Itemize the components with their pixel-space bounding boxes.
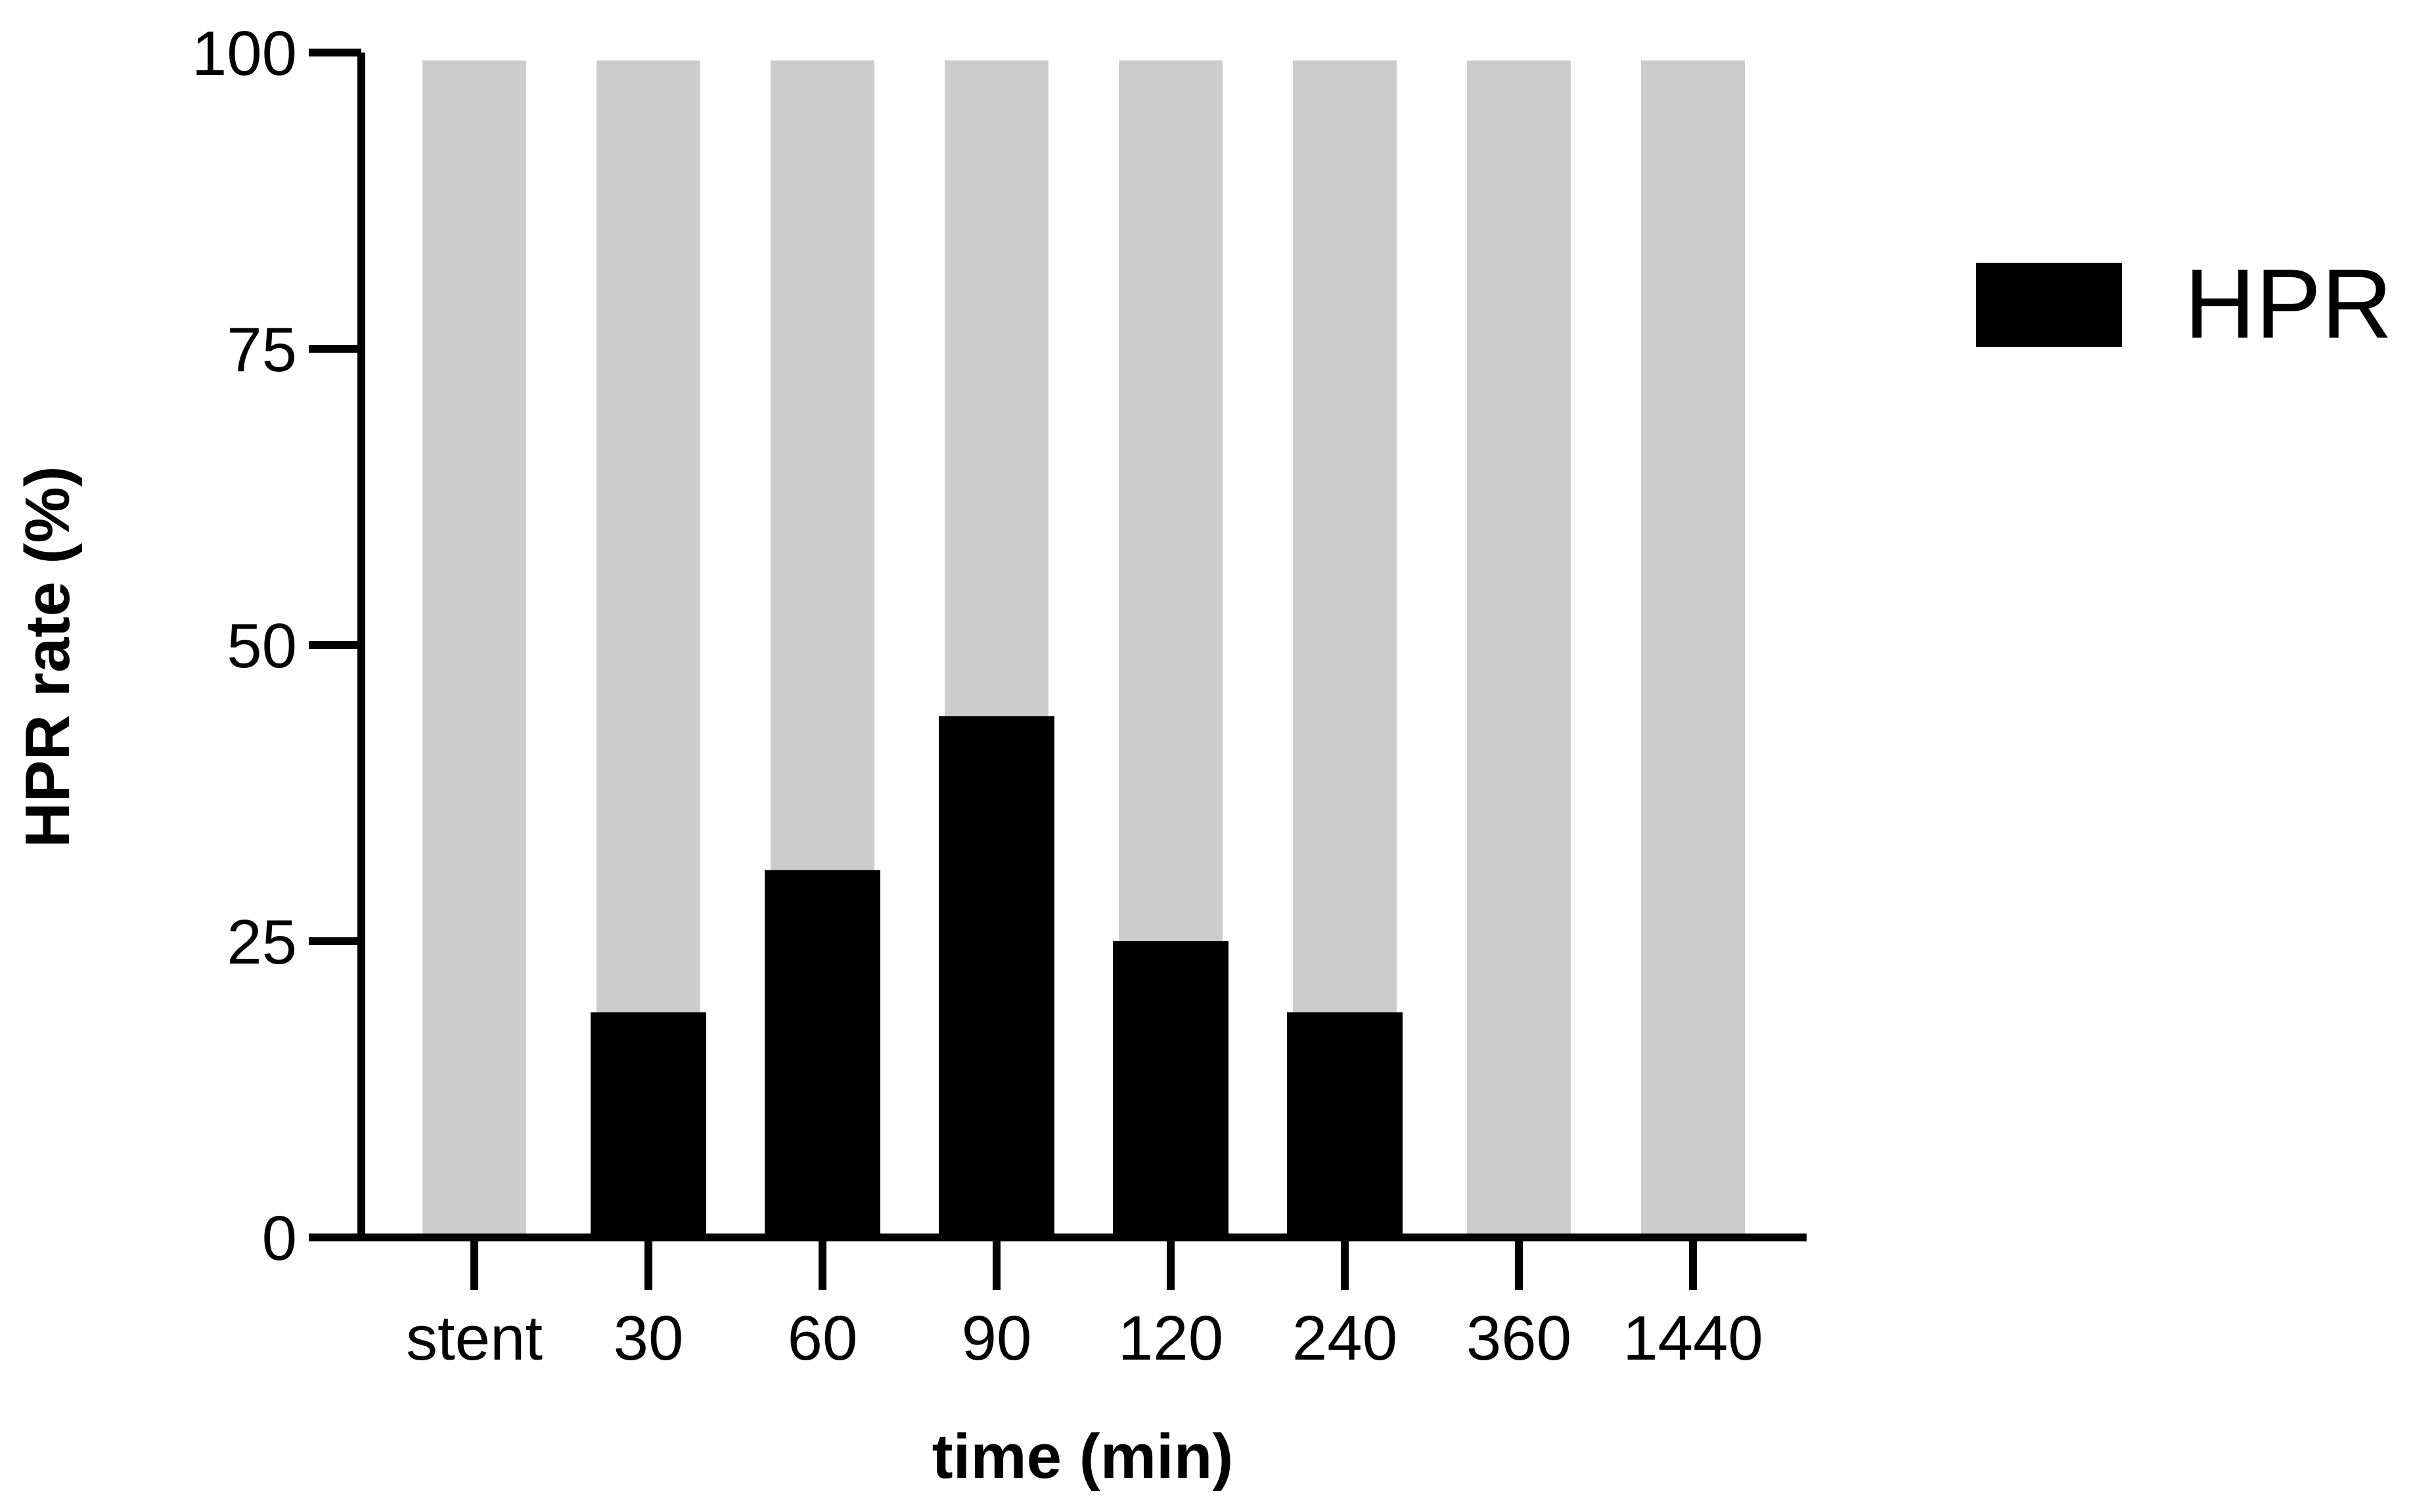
bar-hpr-240	[1287, 1012, 1403, 1237]
y-tick-label: 100	[192, 18, 297, 89]
x-axis-ticks: stent 30 60 90 120 240 360 1440	[406, 1240, 1763, 1373]
y-axis-title: HPR rate (%)	[12, 466, 83, 847]
background-bar	[1641, 60, 1745, 1237]
bar-hpr-90	[939, 716, 1054, 1237]
x-tick-label: 360	[1466, 1303, 1571, 1373]
legend: HPR	[1976, 248, 2393, 359]
x-tick-label: 60	[788, 1303, 858, 1373]
x-tick-label: 30	[614, 1303, 684, 1373]
legend-swatch-hpr	[1976, 263, 2122, 347]
bar-hpr-120	[1113, 941, 1228, 1237]
y-tick-label: 50	[227, 611, 297, 681]
x-axis-title: time (min)	[932, 1421, 1234, 1492]
legend-label-hpr: HPR	[2184, 248, 2393, 359]
y-axis-ticks: 0 25 50 75 100	[192, 18, 361, 1274]
y-tick-label: 75	[227, 315, 297, 385]
x-tick-label: stent	[406, 1303, 543, 1373]
axes	[357, 53, 1807, 1241]
y-tick-label: 25	[227, 907, 297, 977]
background-bar	[1467, 60, 1571, 1237]
bar-hpr-60	[765, 870, 880, 1237]
x-tick-label: 240	[1292, 1303, 1397, 1373]
x-tick-label: 1440	[1623, 1303, 1763, 1373]
background-bar	[422, 60, 526, 1237]
data-bars	[591, 716, 1403, 1237]
y-tick-label: 0	[262, 1203, 297, 1274]
x-tick-label: 120	[1118, 1303, 1223, 1373]
bar-hpr-30	[591, 1012, 706, 1237]
x-tick-label: 90	[962, 1303, 1032, 1373]
